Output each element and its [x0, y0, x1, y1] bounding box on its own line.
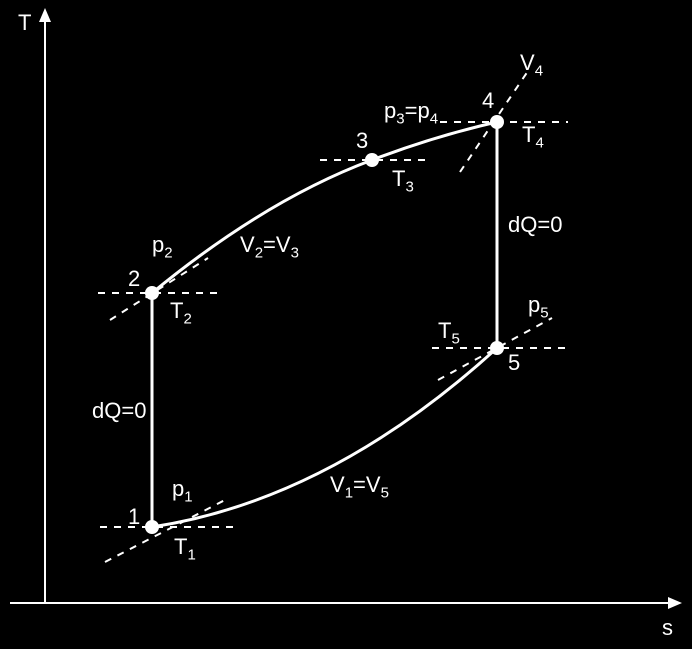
axes — [10, 8, 682, 609]
T1-label: T1 — [174, 534, 196, 563]
p2-label: p2 — [152, 232, 173, 261]
point-4-label: 4 — [482, 88, 494, 114]
point-3 — [365, 153, 379, 167]
point-5 — [490, 341, 504, 355]
point-1-label: 1 — [128, 504, 140, 530]
x-axis-label: s — [662, 615, 673, 641]
T4-label: T4 — [522, 122, 544, 151]
p1-label: p1 — [172, 476, 193, 505]
point-2 — [145, 286, 159, 300]
y-axis-label: T — [18, 10, 31, 36]
process-4-5-label: dQ=0 — [508, 212, 562, 238]
T2-label: T2 — [170, 298, 192, 327]
point-4 — [490, 115, 504, 129]
ts-diagram — [0, 0, 692, 649]
point-1 — [145, 520, 159, 534]
process-3-4 — [372, 122, 497, 160]
process-2-3-label: V2=V3 — [240, 232, 299, 261]
process-3-4-label: p3=p4 — [384, 98, 438, 127]
V4-label: V4 — [520, 50, 543, 79]
T5-label: T5 — [438, 318, 460, 347]
process-5-1-label: V1=V5 — [330, 472, 389, 501]
point-2-label: 2 — [128, 266, 140, 292]
process-5-1 — [152, 348, 497, 527]
p5-label: p5 — [528, 292, 549, 321]
process-1-2-label: dQ=0 — [92, 398, 146, 424]
point-3-label: 3 — [356, 128, 368, 154]
point-5-label: 5 — [508, 350, 520, 376]
T3-label: T3 — [392, 166, 414, 195]
